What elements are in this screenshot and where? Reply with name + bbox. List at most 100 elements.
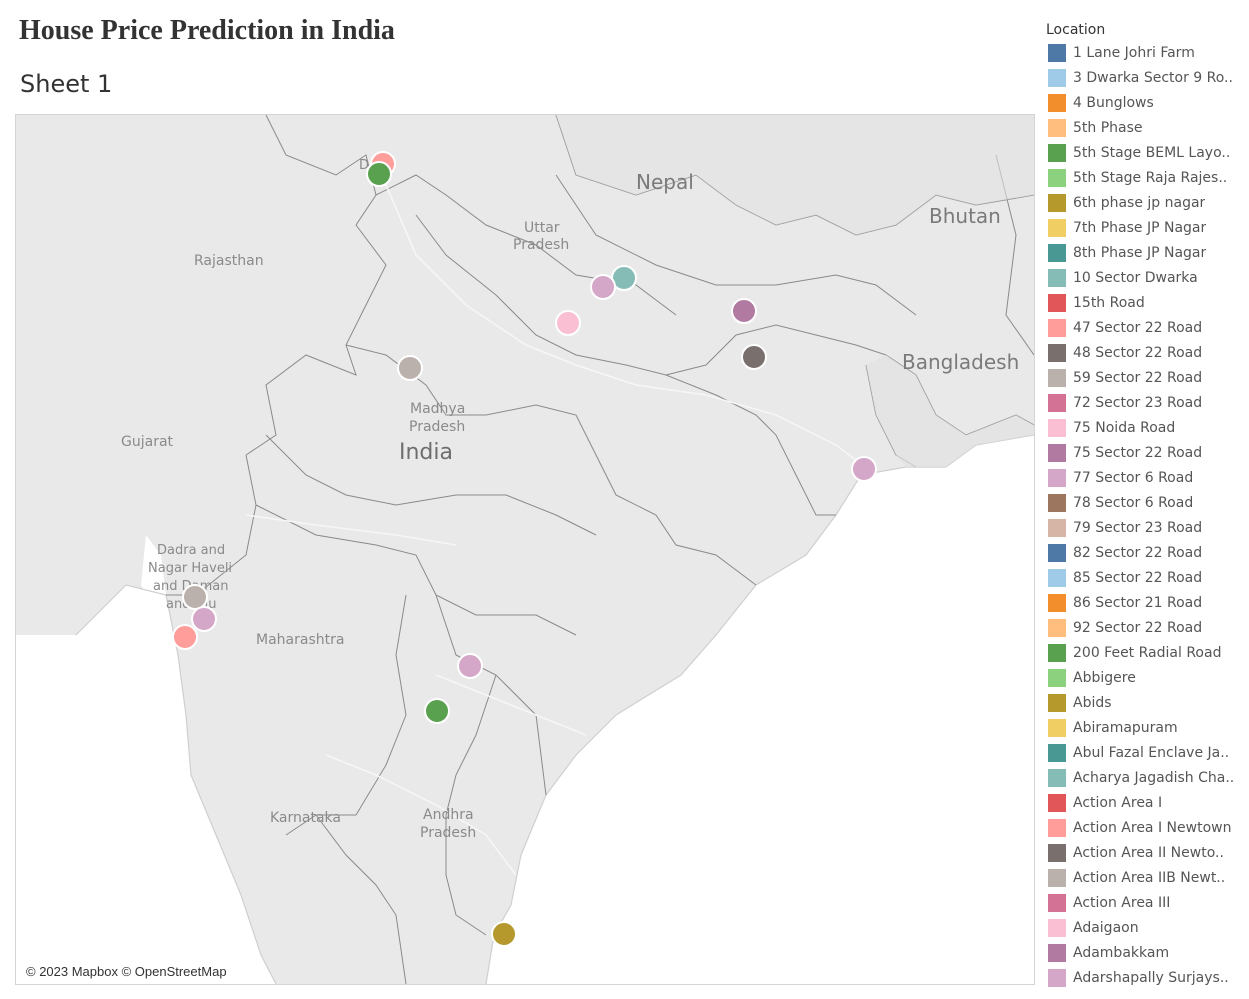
- label-india: India: [399, 440, 453, 465]
- legend-swatch: [1048, 818, 1066, 837]
- legend-item[interactable]: 79 Sector 23 Road: [1046, 515, 1246, 540]
- legend-item[interactable]: 5th Stage BEML Layo..: [1046, 140, 1246, 165]
- legend-item[interactable]: 5th Stage Raja Rajes..: [1046, 165, 1246, 190]
- legend-item[interactable]: Action Area I: [1046, 790, 1246, 815]
- legend-swatch: [1048, 118, 1066, 137]
- legend-label: Abiramapuram: [1073, 719, 1178, 736]
- himalaya-region: [556, 115, 1034, 235]
- legend-swatch: [1048, 368, 1066, 387]
- legend-item[interactable]: Action Area IIB Newt..: [1046, 865, 1246, 890]
- legend-label: Adarshapally Surjays..: [1073, 969, 1229, 986]
- legend-item[interactable]: 8th Phase JP Nagar: [1046, 240, 1246, 265]
- legend-swatch: [1048, 343, 1066, 362]
- marker-48-sector-22-road[interactable]: [741, 344, 767, 370]
- legend-item[interactable]: Adambakkam: [1046, 940, 1246, 965]
- legend-item[interactable]: 82 Sector 22 Road: [1046, 540, 1246, 565]
- legend-item[interactable]: 4 Bunglows: [1046, 90, 1246, 115]
- legend-label: 72 Sector 23 Road: [1073, 394, 1203, 411]
- marker-77-sector-6-road[interactable]: [590, 274, 616, 300]
- legend-swatch: [1048, 618, 1066, 637]
- legend-label: Action Area II Newto..: [1073, 844, 1224, 861]
- legend-item[interactable]: 48 Sector 22 Road: [1046, 340, 1246, 365]
- marker-adarshapally-surjays[interactable]: [851, 456, 877, 482]
- legend-label: 5th Phase: [1073, 119, 1143, 136]
- legend-item[interactable]: 92 Sector 22 Road: [1046, 615, 1246, 640]
- marker-200-feet-radial-road[interactable]: [424, 698, 450, 724]
- legend-item[interactable]: 15th Road: [1046, 290, 1246, 315]
- legend-swatch: [1048, 718, 1066, 737]
- marker-action-area-iib-newtown[interactable]: [182, 584, 208, 610]
- legend-swatch: [1048, 468, 1066, 487]
- marker-abids[interactable]: [491, 921, 517, 947]
- legend-item[interactable]: Abiramapuram: [1046, 715, 1246, 740]
- legend-swatch: [1048, 868, 1066, 887]
- label-rajasthan: Rajasthan: [194, 253, 264, 269]
- legend-item[interactable]: Action Area III: [1046, 890, 1246, 915]
- arabian-sea: [16, 585, 276, 984]
- legend-item[interactable]: 59 Sector 22 Road: [1046, 365, 1246, 390]
- legend-item[interactable]: 6th phase jp nagar: [1046, 190, 1246, 215]
- legend-item[interactable]: 200 Feet Radial Road: [1046, 640, 1246, 665]
- legend-swatch: [1048, 318, 1066, 337]
- legend-item[interactable]: 75 Sector 22 Road: [1046, 440, 1246, 465]
- bangladesh-region: [866, 355, 1034, 467]
- legend-item[interactable]: 7th Phase JP Nagar: [1046, 215, 1246, 240]
- legend-item[interactable]: Adaigaon: [1046, 915, 1246, 940]
- legend-item[interactable]: 85 Sector 22 Road: [1046, 565, 1246, 590]
- marker-59-sector-22-road[interactable]: [397, 355, 423, 381]
- legend-item[interactable]: 3 Dwarka Sector 9 Ro..: [1046, 65, 1246, 90]
- label-uttar-pradesh: Uttar: [524, 220, 560, 236]
- legend-item[interactable]: 47 Sector 22 Road: [1046, 315, 1246, 340]
- marker-5th-stage-beml-layout[interactable]: [366, 161, 392, 187]
- legend-swatch: [1048, 193, 1066, 212]
- legend-label: Action Area IIB Newt..: [1073, 869, 1226, 886]
- map-attribution[interactable]: © 2023 Mapbox © OpenStreetMap: [22, 963, 231, 980]
- legend-item[interactable]: Action Area I Newtown: [1046, 815, 1246, 840]
- legend-label: 85 Sector 22 Road: [1073, 569, 1203, 586]
- legend-swatch: [1048, 443, 1066, 462]
- legend-item[interactable]: Abbigere: [1046, 665, 1246, 690]
- sheet-title: Sheet 1: [20, 70, 113, 98]
- legend-swatch: [1048, 293, 1066, 312]
- legend-swatch: [1048, 493, 1066, 512]
- gulf-of-khambhat: [141, 535, 166, 615]
- legend-swatch: [1048, 568, 1066, 587]
- legend-label: 5th Stage BEML Layo..: [1073, 144, 1231, 161]
- marker-75-sector-22-road[interactable]: [731, 298, 757, 324]
- legend-item[interactable]: 10 Sector Dwarka: [1046, 265, 1246, 290]
- marker-action-area-i-newtown[interactable]: [172, 624, 198, 650]
- label-dadra: Dadra and: [157, 543, 225, 558]
- dashboard-title: House Price Prediction in India: [19, 15, 395, 46]
- label-uttar-pradesh-2: Pradesh: [513, 237, 569, 253]
- legend-item[interactable]: 75 Noida Road: [1046, 415, 1246, 440]
- legend-item[interactable]: Abul Fazal Enclave Ja..: [1046, 740, 1246, 765]
- legend-item[interactable]: 77 Sector 6 Road: [1046, 465, 1246, 490]
- legend-swatch: [1048, 543, 1066, 562]
- legend-item[interactable]: Acharya Jagadish Cha..: [1046, 765, 1246, 790]
- map-canvas[interactable]: Nepal Bhutan Bangladesh India Rajasthan …: [16, 115, 1034, 984]
- label-gujarat: Gujarat: [121, 434, 174, 450]
- legend-item[interactable]: 78 Sector 6 Road: [1046, 490, 1246, 515]
- place-labels: Nepal Bhutan Bangladesh India Rajasthan …: [121, 158, 1019, 841]
- legend-item[interactable]: 5th Phase: [1046, 115, 1246, 140]
- legend-item[interactable]: Adarshapally Surjays..: [1046, 965, 1246, 990]
- legend-item[interactable]: Abids: [1046, 690, 1246, 715]
- legend-label: 48 Sector 22 Road: [1073, 344, 1203, 361]
- marker-77-sector-6-road-south[interactable]: [457, 653, 483, 679]
- legend-label: Adaigaon: [1073, 919, 1139, 936]
- marker-77-sector-6-road-west[interactable]: [191, 606, 217, 632]
- location-legend: Location 1 Lane Johri Farm 3 Dwarka Secto…: [1046, 20, 1246, 990]
- legend-item[interactable]: Action Area II Newto..: [1046, 840, 1246, 865]
- legend-item[interactable]: 72 Sector 23 Road: [1046, 390, 1246, 415]
- legend-item[interactable]: 86 Sector 21 Road: [1046, 590, 1246, 615]
- legend-label: Action Area I Newtown: [1073, 819, 1232, 836]
- legend-item[interactable]: 1 Lane Johri Farm: [1046, 40, 1246, 65]
- map-view[interactable]: Nepal Bhutan Bangladesh India Rajasthan …: [15, 114, 1035, 985]
- location-markers[interactable]: [172, 151, 877, 947]
- legend-label: Adambakkam: [1073, 944, 1170, 961]
- bay-of-bengal: [486, 435, 1034, 984]
- legend-swatch: [1048, 218, 1066, 237]
- label-madhya-pradesh: Madhya: [410, 401, 465, 417]
- legend-label: 79 Sector 23 Road: [1073, 519, 1203, 536]
- marker-75-noida-road[interactable]: [555, 310, 581, 336]
